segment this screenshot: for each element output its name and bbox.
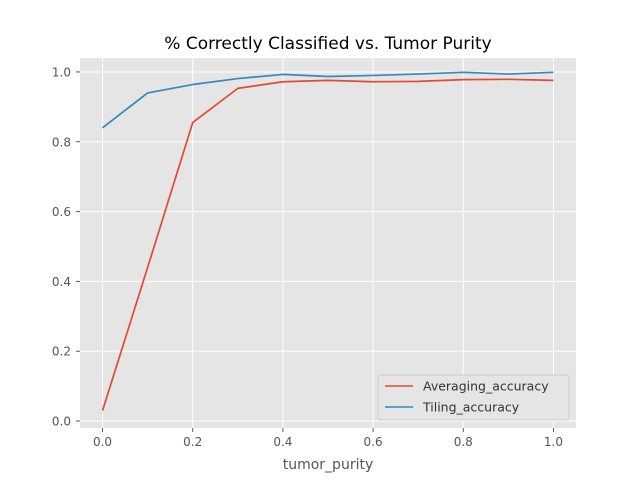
x-tick-label: 1.0 [544,435,563,449]
series-line-tiling-accuracy [102,71,554,129]
axis-ticks: 0.0 0.2 0.4 0.6 0.8 1.0 0.0 0.2 0.4 0.6 0.8 1.0 [52,65,563,449]
series-line-averaging-accuracy [101,78,554,411]
data-series [101,71,554,411]
chart-title: % Correctly Classified vs. Tumor Purity [164,34,491,54]
x-tick-label: 0.8 [454,435,473,449]
legend-label-tiling: Tiling_accuracy [422,400,520,415]
y-tick-label: 0.4 [52,275,71,289]
y-tick-label: 0.8 [52,135,71,149]
y-tick-label: 0.2 [52,345,71,359]
legend-box [377,374,570,421]
x-tick-label: 0.6 [364,435,383,449]
grid-lines [80,58,576,428]
y-tick-label: 1.0 [52,65,71,79]
x-tick-label: 0.2 [183,435,202,449]
legend-label-averaging: Averaging_accuracy [423,379,549,394]
y-tick-label: 0.0 [52,415,71,429]
x-axis-label: tumor_purity [283,457,374,473]
x-tick-label: 0.4 [273,435,292,449]
x-tick-label: 0.0 [93,435,112,449]
plot-area [80,58,576,428]
legend: Averaging_accuracy Tiling_accuracy [377,374,570,421]
y-tick-label: 0.6 [52,205,71,219]
